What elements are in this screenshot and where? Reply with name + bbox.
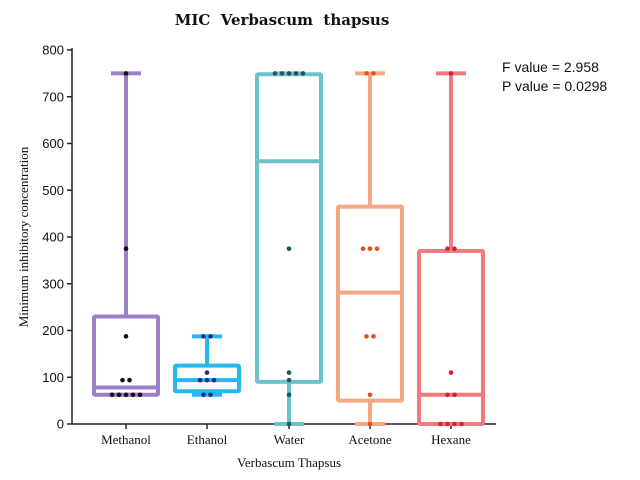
- x-tick-label: Methanol: [101, 432, 151, 447]
- data-point: [364, 71, 369, 76]
- data-point: [367, 421, 373, 427]
- y-tick-label: 700: [42, 89, 64, 104]
- chart-title: MIC Verbascum thapsus: [175, 11, 390, 29]
- data-point: [123, 71, 129, 76]
- data-point: [438, 421, 443, 427]
- data-point: [286, 392, 292, 398]
- y-axis-label: Minimum inhibitory concentration: [16, 146, 31, 327]
- x-tick-label: Water: [274, 432, 305, 447]
- x-tick-label: Ethanol: [187, 432, 228, 447]
- data-point: [286, 421, 292, 427]
- data-point: [109, 392, 115, 398]
- y-tick-label: 200: [42, 323, 64, 338]
- data-point: [286, 370, 292, 375]
- x-tick-label: Acetone: [348, 432, 392, 447]
- data-point: [286, 246, 292, 251]
- y-tick-label: 800: [42, 43, 64, 58]
- box-iqr: [255, 72, 323, 384]
- data-point: [448, 370, 454, 375]
- data-point: [137, 392, 143, 398]
- p-value-annotation: P value = 0.0298: [502, 78, 607, 94]
- data-point: [367, 392, 373, 398]
- data-point: [459, 421, 464, 427]
- data-point: [272, 71, 278, 76]
- y-tick-label: 500: [42, 183, 64, 198]
- data-point: [452, 246, 457, 251]
- data-point: [197, 377, 203, 383]
- data-point: [452, 392, 457, 398]
- data-point: [367, 246, 373, 251]
- data-point: [123, 246, 129, 251]
- data-point: [371, 71, 376, 76]
- y-tick-label: 0: [57, 417, 64, 432]
- data-point: [360, 246, 366, 251]
- data-point: [300, 71, 306, 76]
- data-point: [445, 421, 450, 427]
- box-iqr: [336, 204, 404, 403]
- x-axis-label: Verbascum Thapsus: [237, 455, 341, 470]
- data-point: [286, 71, 292, 76]
- data-point: [286, 377, 292, 383]
- data-point: [204, 370, 210, 375]
- data-point: [374, 246, 380, 251]
- data-point: [204, 377, 210, 383]
- data-point: [123, 334, 129, 339]
- data-point: [279, 71, 285, 76]
- data-point: [445, 246, 450, 251]
- data-point: [208, 334, 213, 339]
- y-tick-label: 400: [42, 230, 64, 245]
- data-point: [130, 392, 136, 398]
- data-point: [123, 392, 129, 398]
- box-iqr: [417, 249, 485, 426]
- y-tick-label: 300: [42, 276, 64, 291]
- data-point: [201, 334, 206, 339]
- data-point: [364, 334, 369, 339]
- f-value-annotation: F value = 2.958: [502, 59, 599, 75]
- data-point: [211, 377, 217, 383]
- data-point: [445, 392, 450, 398]
- data-point: [452, 421, 457, 427]
- plot-area: 0 100 200 300 400 500 600 700 800 Methanol Ethanol…: [42, 43, 496, 447]
- data-point: [127, 377, 132, 383]
- data-point: [120, 377, 125, 383]
- data-point: [293, 71, 299, 76]
- x-tick-label: Hexane: [431, 432, 471, 447]
- data-point: [371, 334, 376, 339]
- y-tick-label: 600: [42, 136, 64, 151]
- data-point: [201, 392, 206, 398]
- data-point: [448, 71, 454, 76]
- y-tick-label: 100: [42, 370, 64, 385]
- data-point: [116, 392, 122, 398]
- data-point: [208, 392, 213, 398]
- box-iqr: [92, 314, 160, 397]
